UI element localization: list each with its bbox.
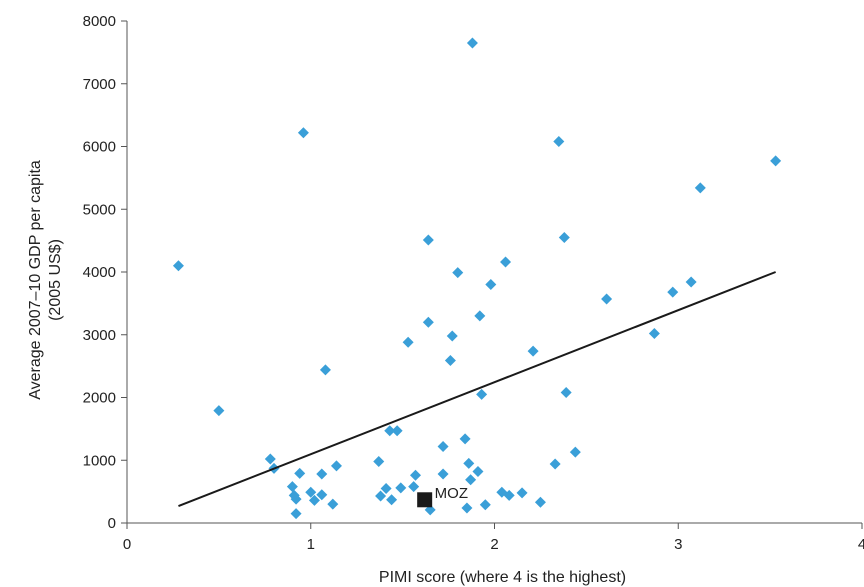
- data-point: [503, 489, 515, 501]
- data-point: [327, 498, 339, 510]
- data-point: [380, 482, 392, 494]
- data-point: [264, 453, 276, 465]
- y-tick-label: 6000: [83, 139, 116, 156]
- data-point: [319, 364, 331, 376]
- data-point: [409, 469, 421, 481]
- data-point: [437, 440, 449, 452]
- data-point: [452, 267, 464, 279]
- data-point: [558, 231, 570, 243]
- x-tick-label: 2: [490, 536, 498, 553]
- data-point: [476, 388, 488, 400]
- data-point: [213, 405, 225, 417]
- data-point: [446, 330, 458, 342]
- data-point: [408, 481, 420, 493]
- trend-line: [178, 271, 777, 507]
- y-tick-label: 5000: [83, 201, 116, 218]
- data-point: [461, 502, 473, 514]
- data-point: [485, 279, 497, 291]
- data-point: [375, 490, 387, 502]
- data-point: [516, 487, 528, 499]
- data-point: [402, 336, 414, 348]
- data-point: [384, 425, 396, 437]
- data-point: [308, 494, 320, 506]
- x-tick-label: 4: [858, 536, 864, 553]
- data-points: [172, 37, 782, 520]
- data-point: [422, 316, 434, 328]
- data-point: [463, 457, 475, 469]
- y-tick-label: 3000: [83, 327, 116, 344]
- data-point: [437, 468, 449, 480]
- x-tick-labels: 0 1 2 3 4: [123, 536, 864, 553]
- data-point: [472, 466, 484, 478]
- highlight-label-moz: MOZ: [435, 485, 468, 502]
- y-tick-label: 1000: [83, 452, 116, 469]
- y-tick-label: 7000: [83, 76, 116, 93]
- y-tick-labels: 0 1000 2000 3000 4000 5000 6000 7000 8000: [83, 13, 116, 532]
- data-point: [569, 446, 581, 458]
- data-point: [290, 493, 302, 505]
- data-point: [549, 458, 561, 470]
- y-tick-label: 4000: [83, 264, 116, 281]
- data-point: [444, 354, 456, 366]
- y-tick-label: 0: [108, 515, 116, 532]
- data-point: [316, 489, 328, 501]
- data-point: [391, 425, 403, 437]
- data-point: [500, 256, 512, 268]
- data-point: [316, 468, 328, 480]
- x-tick-label: 0: [123, 536, 131, 553]
- y-axis-title-line-1: Average 2007–10 GDP per capita: [27, 160, 44, 400]
- y-axis-title-line-2: (2005 US$): [47, 239, 64, 321]
- highlight-marker-moz: [417, 492, 433, 508]
- data-point: [560, 386, 572, 398]
- data-point: [466, 37, 478, 49]
- data-point: [422, 234, 434, 246]
- data-point: [534, 496, 546, 508]
- data-point: [465, 474, 477, 486]
- data-point: [770, 155, 782, 167]
- data-point: [459, 433, 471, 445]
- data-point: [290, 508, 302, 520]
- data-point: [553, 135, 565, 147]
- data-point: [330, 460, 342, 472]
- data-point: [386, 494, 398, 506]
- data-point: [305, 486, 317, 498]
- data-point: [648, 327, 660, 339]
- data-point: [286, 481, 298, 493]
- axes: [121, 20, 863, 529]
- data-point: [474, 310, 486, 322]
- y-tick-label: 2000: [83, 390, 116, 407]
- data-point: [373, 456, 385, 468]
- y-tick-label: 8000: [83, 13, 116, 30]
- x-tick-label: 1: [307, 536, 315, 553]
- data-point: [479, 499, 491, 511]
- data-point: [527, 345, 539, 357]
- data-point: [395, 482, 407, 494]
- data-point: [172, 260, 184, 272]
- x-axis-title: PIMI score (where 4 is the highest): [379, 569, 626, 586]
- data-point: [294, 467, 306, 479]
- data-point: [685, 276, 697, 288]
- data-point: [297, 127, 309, 139]
- data-point: [694, 182, 706, 194]
- data-point: [601, 293, 613, 305]
- data-point: [667, 286, 679, 298]
- x-tick-label: 3: [674, 536, 682, 553]
